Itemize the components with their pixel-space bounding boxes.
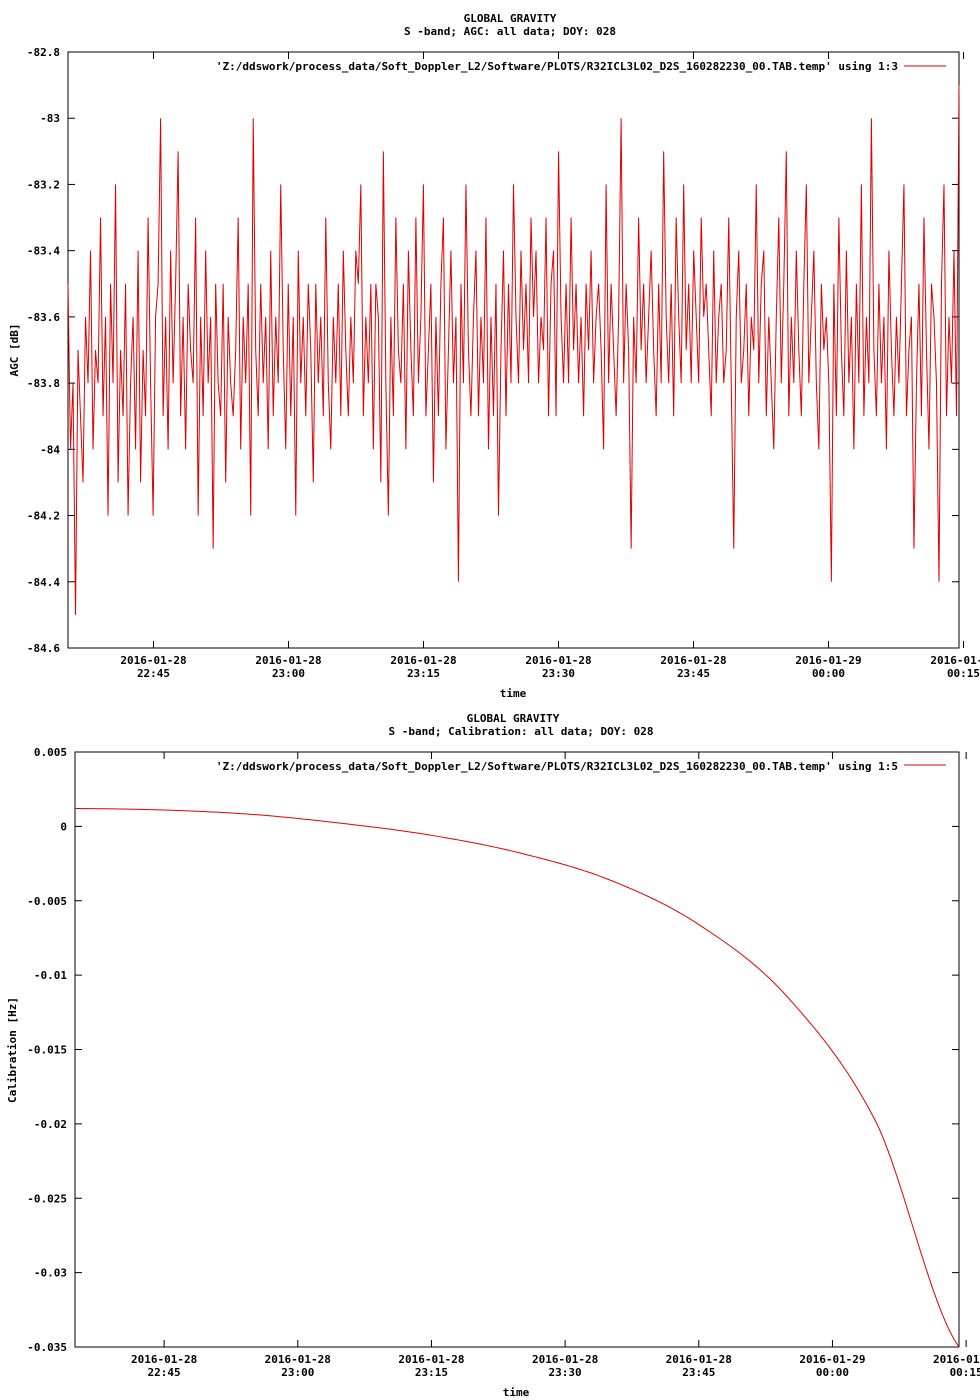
calibration-y-tick-label: -0.03 bbox=[34, 1267, 67, 1280]
calibration-chart-subtitle: S -band; Calibration: all data; DOY: 028 bbox=[389, 725, 654, 738]
calibration-x-tick-time: 23:45 bbox=[682, 1366, 715, 1379]
agc-x-tick-date: 2016-01-28 bbox=[120, 654, 186, 667]
agc-chart-subtitle: S -band; AGC: all data; DOY: 028 bbox=[404, 25, 616, 38]
agc-x-axis-label: time bbox=[500, 687, 527, 700]
agc-x-tick-time: 22:45 bbox=[137, 667, 170, 680]
calibration-y-tick-label: -0.02 bbox=[34, 1118, 67, 1131]
calibration-x-tick-date: 2016-01-28 bbox=[398, 1353, 464, 1366]
agc-y-tick-label: -83.6 bbox=[27, 311, 60, 324]
agc-y-tick-label: -83 bbox=[40, 112, 60, 125]
agc-chart: GLOBAL GRAVITY S -band; AGC: all data; D… bbox=[8, 12, 980, 700]
calibration-data-points bbox=[75, 808, 959, 1347]
agc-x-tick-date: 2016-01-29 bbox=[795, 654, 861, 667]
agc-y-tick-label: -83.2 bbox=[27, 178, 60, 191]
agc-y-tick-label: -83.4 bbox=[27, 245, 60, 258]
calibration-y-axis-label: Calibration [Hz] bbox=[6, 997, 19, 1103]
calibration-y-tick-label: -0.015 bbox=[27, 1044, 67, 1057]
agc-y-tick-label: -84.4 bbox=[27, 576, 60, 589]
calibration-x-tick-date: 2016-01-28 bbox=[666, 1353, 732, 1366]
agc-y-tick-label: -83.8 bbox=[27, 377, 60, 390]
calibration-x-tick-time: 23:15 bbox=[415, 1366, 448, 1379]
calibration-x-tick-date: 2016-01-28 bbox=[265, 1353, 331, 1366]
agc-x-tick-time: 23:45 bbox=[677, 667, 710, 680]
agc-y-axis: -82.8 -83 -83.2 -83.4 -83.6 -83.8 -84 -84.2 -84.… bbox=[27, 46, 959, 655]
calibration-x-tick-date: 2016-01-29 bbox=[799, 1353, 865, 1366]
calibration-y-tick-label: -0.025 bbox=[27, 1192, 67, 1205]
calibration-chart-title: GLOBAL GRAVITY bbox=[467, 712, 560, 725]
agc-x-tick-date: 2016-01-28 bbox=[660, 654, 726, 667]
calibration-x-tick-date: 2016-01-29 bbox=[933, 1353, 980, 1366]
calibration-chart: GLOBAL GRAVITY S -band; Calibration: all… bbox=[6, 712, 980, 1399]
agc-legend-label: 'Z:/ddswork/process_data/Soft_Doppler_L2… bbox=[216, 60, 898, 73]
agc-y-tick-label: -82.8 bbox=[27, 46, 60, 59]
calibration-y-axis: 0.005 0 -0.005 -0.01 -0.015 -0.02 -0.025 -0.03 -… bbox=[27, 746, 959, 1354]
calibration-y-tick-label: 0.005 bbox=[34, 746, 67, 759]
calibration-x-tick-time: 00:15 bbox=[950, 1366, 980, 1379]
calibration-x-tick-time: 22:45 bbox=[148, 1366, 181, 1379]
agc-x-tick-date: 2016-01-28 bbox=[255, 654, 321, 667]
calibration-x-tick-date: 2016-01-28 bbox=[532, 1353, 598, 1366]
agc-x-tick-time: 23:30 bbox=[542, 667, 575, 680]
agc-x-tick-time: 00:00 bbox=[812, 667, 845, 680]
calibration-x-tick-time: 23:00 bbox=[281, 1366, 314, 1379]
calibration-plot-frame bbox=[74, 751, 960, 1348]
calibration-x-axis-label: time bbox=[503, 1386, 530, 1399]
calibration-x-tick-date: 2016-01-28 bbox=[131, 1353, 197, 1366]
calibration-y-tick-label: 0 bbox=[60, 820, 67, 833]
calibration-series-line bbox=[74, 808, 960, 1348]
calibration-x-tick-time: 00:00 bbox=[816, 1366, 849, 1379]
agc-x-tick-date: 2016-01-28 bbox=[525, 654, 591, 667]
calibration-legend-label: 'Z:/ddswork/process_data/Soft_Doppler_L2… bbox=[216, 760, 898, 773]
agc-x-tick-date: 2016-01-28 bbox=[390, 654, 456, 667]
agc-y-tick-label: -84.2 bbox=[27, 510, 60, 523]
calibration-x-axis: 2016-01-2822:452016-01-2823:002016-01-28… bbox=[131, 752, 980, 1379]
calibration-y-tick-label: -0.01 bbox=[34, 969, 67, 982]
agc-y-tick-label: -84.6 bbox=[27, 642, 60, 655]
agc-x-tick-time: 23:15 bbox=[407, 667, 440, 680]
calibration-y-tick-label: -0.005 bbox=[27, 895, 67, 908]
agc-chart-title: GLOBAL GRAVITY bbox=[464, 12, 557, 25]
agc-y-tick-label: -84 bbox=[40, 443, 60, 456]
agc-x-tick-time: 00:15 bbox=[947, 667, 980, 680]
agc-x-axis: 2016-01-2822:452016-01-2823:002016-01-28… bbox=[120, 52, 980, 680]
agc-plot-frame bbox=[67, 51, 960, 649]
agc-x-tick-time: 23:00 bbox=[272, 667, 305, 680]
calibration-y-tick-label: -0.035 bbox=[27, 1341, 67, 1354]
agc-x-tick-date: 2016-01-29 bbox=[930, 654, 980, 667]
calibration-x-tick-time: 23:30 bbox=[549, 1366, 582, 1379]
agc-y-axis-label: AGC [dB] bbox=[8, 324, 21, 377]
agc-series-line bbox=[67, 85, 960, 615]
